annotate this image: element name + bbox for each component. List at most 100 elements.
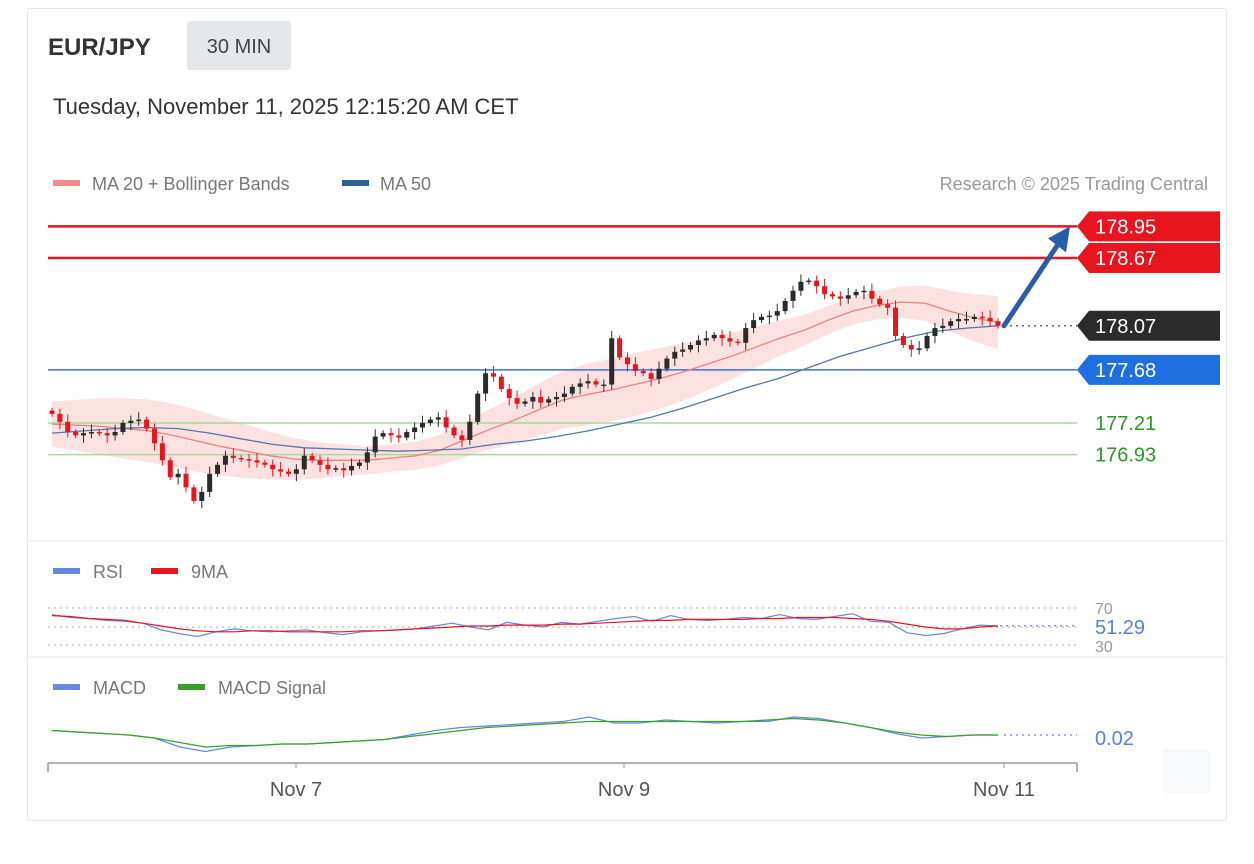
candle-body bbox=[617, 338, 623, 358]
level-value-label: 177.68 bbox=[1095, 360, 1156, 382]
candle-body bbox=[514, 398, 520, 404]
candle-body bbox=[317, 460, 323, 465]
candle-body bbox=[301, 455, 307, 470]
x-tick-label: Nov 9 bbox=[598, 779, 650, 801]
candle-body bbox=[932, 328, 938, 336]
candle-body bbox=[49, 410, 55, 414]
macd-legend-label: MACD bbox=[93, 678, 146, 698]
candle-body bbox=[624, 357, 630, 365]
level-labels: 178.95 178.67 178.07 177.68 177.21 176.93 bbox=[1077, 211, 1220, 467]
level-value-label: 176.93 bbox=[1095, 445, 1156, 467]
candle-body bbox=[546, 399, 552, 403]
candle-body bbox=[963, 319, 969, 321]
candle-body bbox=[703, 338, 709, 341]
candle-body bbox=[601, 384, 607, 387]
candle-body bbox=[467, 421, 473, 440]
ma50-legend-label: MA 50 bbox=[380, 174, 431, 194]
candle-body bbox=[908, 345, 914, 350]
bollinger-band bbox=[52, 285, 998, 480]
candle-body bbox=[270, 464, 276, 470]
candle-body bbox=[443, 417, 449, 428]
rsi-ma-legend-label: 9MA bbox=[191, 562, 228, 582]
moving-averages bbox=[51, 301, 999, 461]
candle-body bbox=[380, 433, 386, 437]
candle-body bbox=[861, 290, 867, 293]
rsi-value-bg bbox=[1090, 616, 1160, 638]
candle-body bbox=[144, 419, 150, 429]
candle-body bbox=[790, 290, 796, 301]
candle-body bbox=[814, 280, 820, 287]
candle-body bbox=[672, 351, 678, 359]
candle-body bbox=[356, 462, 362, 466]
timeframe-label: 30 MIN bbox=[207, 36, 271, 58]
level-tag bbox=[1077, 243, 1220, 273]
candle-body bbox=[727, 338, 733, 342]
level-tag bbox=[1077, 211, 1220, 242]
candle-body bbox=[648, 373, 654, 379]
candle-body bbox=[751, 320, 757, 329]
candle-body bbox=[427, 419, 433, 423]
rsi-lines bbox=[51, 613, 1077, 638]
candle-body bbox=[956, 319, 962, 322]
macd-legend-swatch bbox=[53, 684, 80, 690]
candle-body bbox=[735, 341, 741, 344]
projection-arrow-shaft bbox=[1001, 241, 1061, 329]
ma50-legend-swatch bbox=[342, 180, 369, 186]
candle-body bbox=[900, 335, 906, 346]
candle-body bbox=[640, 371, 646, 374]
datetime-label: Tuesday, November 11, 2025 12:15:20 AM C… bbox=[53, 94, 519, 119]
candle-body bbox=[412, 427, 418, 433]
candle-body bbox=[325, 464, 331, 470]
rsi-70-label: 70 bbox=[1095, 601, 1113, 618]
level-value-label: 178.07 bbox=[1095, 316, 1156, 338]
candle-body bbox=[498, 376, 504, 390]
candle-body bbox=[475, 393, 481, 422]
candle-body bbox=[822, 286, 828, 295]
candle-body bbox=[609, 338, 615, 385]
candle-body bbox=[175, 473, 181, 478]
candle-body bbox=[940, 325, 946, 329]
candle-body bbox=[916, 348, 922, 350]
candle-body bbox=[191, 487, 197, 501]
candle-body bbox=[948, 321, 954, 326]
ma50-line bbox=[51, 325, 999, 452]
candle-body bbox=[246, 459, 252, 461]
candle-body bbox=[829, 294, 835, 297]
rsi-ma-line bbox=[51, 615, 999, 633]
level-tag bbox=[1077, 354, 1220, 385]
macd-value-label: 0.02 bbox=[1095, 728, 1134, 750]
candle-body bbox=[577, 383, 583, 387]
candle-body bbox=[199, 491, 205, 501]
candle-body bbox=[230, 455, 236, 459]
candle-body bbox=[459, 435, 465, 440]
candle-body bbox=[845, 295, 851, 299]
candle-body bbox=[538, 396, 544, 403]
candle-body bbox=[522, 401, 528, 404]
candle-body bbox=[73, 432, 79, 436]
candle-body bbox=[798, 281, 804, 291]
candle-body bbox=[554, 396, 560, 400]
candle-body bbox=[333, 468, 339, 470]
level-value-label: 177.21 bbox=[1095, 413, 1156, 435]
candle-body bbox=[743, 328, 749, 343]
candle-body bbox=[309, 455, 315, 461]
candle-body bbox=[435, 417, 441, 420]
timeframe-badge[interactable] bbox=[187, 21, 291, 70]
symbol-title: EUR/JPY bbox=[48, 34, 151, 61]
candle-body bbox=[388, 433, 394, 436]
candle-body bbox=[341, 468, 347, 471]
rsi-legend-label: RSI bbox=[93, 562, 123, 582]
ma20-line bbox=[51, 301, 999, 461]
copyright-label: Research © 2025 Trading Central bbox=[940, 174, 1208, 194]
signal-legend-label: MACD Signal bbox=[218, 678, 326, 698]
candle-body bbox=[987, 317, 993, 322]
candle-body bbox=[806, 280, 812, 283]
candle-body bbox=[664, 358, 670, 369]
level-value-label: 178.67 bbox=[1095, 248, 1156, 270]
macd-line bbox=[51, 716, 998, 753]
projection-arrow bbox=[1001, 226, 1070, 329]
level-value-label: 178.95 bbox=[1095, 216, 1156, 238]
candle-body bbox=[766, 315, 772, 318]
projection-arrow-head bbox=[1048, 226, 1070, 253]
x-axis-ticks: Nov 7 Nov 9 Nov 11 bbox=[270, 763, 1035, 801]
